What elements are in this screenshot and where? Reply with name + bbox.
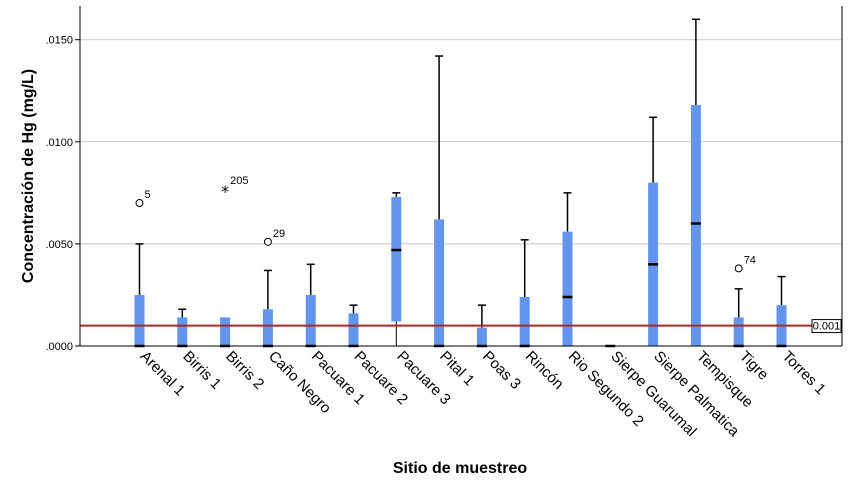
box-rect: [476, 327, 487, 346]
box-tempisque: [690, 18, 701, 346]
box-rinc-n: [519, 239, 530, 348]
box-rect: [134, 294, 145, 346]
reference-line-group: 0.001: [80, 319, 842, 334]
box-arenal-1: [134, 243, 145, 348]
outlier-label: 5: [145, 189, 151, 201]
box-rect: [348, 313, 359, 346]
x-tick-label: Arenal 1: [137, 348, 189, 400]
box-sierpe-palmatica: [648, 116, 659, 346]
outlier-circle-marker: [263, 237, 272, 246]
outlier-label: 205: [230, 175, 248, 187]
x-tick-label: Torres 1: [779, 348, 829, 398]
outlier-label: 74: [744, 254, 756, 266]
reference-line-label: 0.001: [813, 321, 841, 333]
y-tick-label: .0050: [45, 239, 73, 251]
outlier-star-marker: *: [221, 182, 229, 201]
box-rect: [305, 294, 316, 346]
outlier-label: 29: [273, 228, 285, 240]
gridlines: [80, 39, 842, 245]
box-rect: [690, 105, 701, 346]
box-rect: [733, 317, 744, 346]
box-birris-2: [220, 317, 231, 348]
x-tick-label: Rincón: [522, 348, 567, 393]
box-rio-segundo-2: [562, 192, 573, 346]
y-tick-label: .0100: [45, 137, 73, 149]
y-tick-label: .0000: [45, 341, 73, 353]
outlier-circle-marker: [734, 264, 743, 273]
x-tick-label: Rio Segundo 2: [565, 348, 647, 430]
plot-frame: [79, 6, 843, 347]
box-birris-1: [177, 308, 188, 348]
box-rect: [262, 309, 273, 346]
outlier-circle-marker: [135, 199, 144, 208]
box-pital-1: [434, 55, 445, 348]
y-axis-ticks: .0000 .0050 .0100 .0150: [45, 35, 80, 353]
box-ca-o-negro: [262, 269, 273, 348]
box-rect: [434, 219, 445, 346]
y-tick-label: .0150: [45, 35, 73, 47]
x-tick-label: Poas 3: [479, 348, 524, 393]
reference-label-box: [811, 319, 842, 334]
box-rect: [519, 296, 530, 346]
x-tick-label: Tigre: [736, 348, 772, 384]
box-pacuare-3: [391, 192, 402, 346]
box-torres-1: [776, 275, 787, 348]
box-pacuare-1: [305, 263, 316, 348]
box-rect: [177, 317, 188, 346]
y-axis-title: Concentración de Hg (mg/L): [20, 69, 37, 283]
box-rect: [220, 317, 231, 346]
box-rect: [562, 231, 573, 346]
box-rect: [391, 196, 402, 322]
x-axis-title: Sitio de muestreo: [393, 460, 527, 477]
box-tigre: [733, 288, 744, 348]
x-tick-label: Birris 2: [222, 348, 267, 393]
x-tick-label: Pital 1: [436, 348, 478, 390]
outliers: 5 *205 29 74: [135, 175, 756, 273]
